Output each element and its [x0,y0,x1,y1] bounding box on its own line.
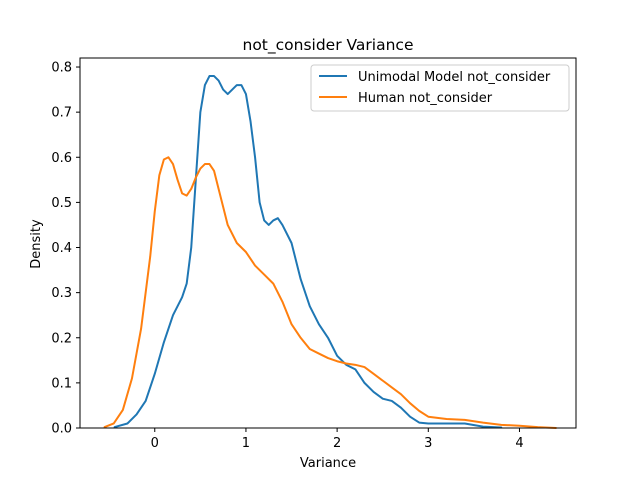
series-line-1 [103,156,557,429]
y-tick-label: 0.8 [51,61,72,76]
legend-box [310,64,570,112]
y-tick-label: 0.3 [51,286,72,301]
legend: Unimodal Model not_consider Human not_con… [310,64,570,112]
legend-label-0: Unimodal Model not_consider [358,70,551,85]
y-tick-label: 0.1 [51,376,72,391]
y-tick-label: 0.2 [51,331,72,346]
x-tick-label: 1 [242,436,250,451]
x-tick-label: 2 [333,436,341,451]
y-axis-label: Density [29,219,44,269]
y-tick-label: 0.4 [51,241,72,256]
x-axis-label: Variance [300,456,356,471]
y-tick-label: 0.6 [51,151,72,166]
y-tick-label: 0.5 [51,196,72,211]
y-tick-label: 0.7 [51,106,72,121]
x-tick-label: 0 [151,436,159,451]
plot-frame [79,57,577,429]
legend-label-1: Human not_consider [358,91,493,106]
x-tick-label: 3 [424,436,432,451]
y-tick-label: 0.0 [51,422,72,437]
x-axis: 0 1 2 3 4 [151,428,524,451]
y-axis: 0.0 0.1 0.2 0.3 0.4 0.5 0.6 0.7 0.8 [51,61,80,437]
series-line-0 [113,75,503,429]
plot-area [79,57,577,429]
chart-title: not_consider Variance [243,36,414,55]
x-tick-label: 4 [515,436,523,451]
